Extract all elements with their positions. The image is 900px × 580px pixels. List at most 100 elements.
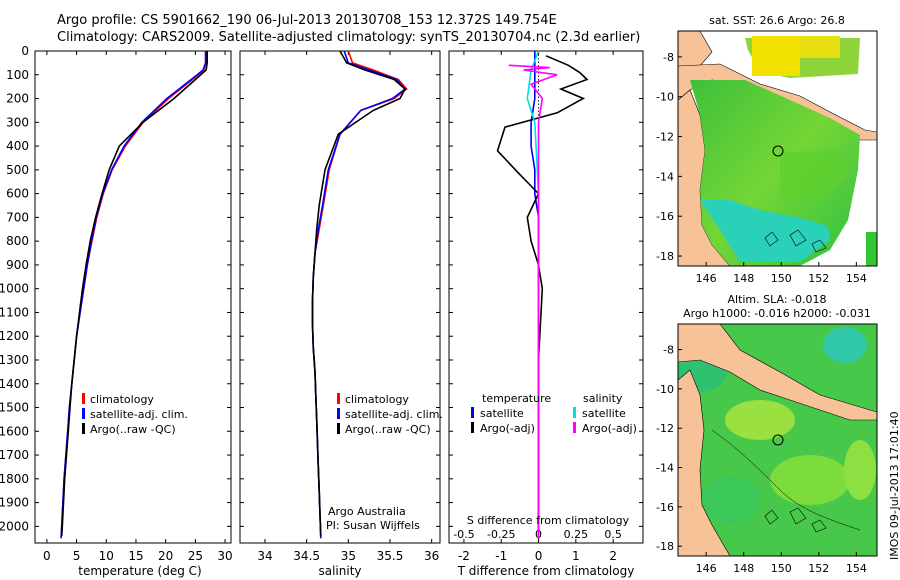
temperature-panel: 0100200300400500600700800900100011001200… [0,44,233,578]
series-line-argo-raw-qc [311,51,407,536]
y-tick-label: 1900 [0,496,29,510]
legend-argo-swatch [337,423,340,434]
series-line-climatology [311,51,408,539]
legend-satellite-label: satellite-adj. clim. [90,408,188,421]
argo-float-marker [772,145,784,157]
x-tick-label: 5 [73,549,81,563]
series-line-satellite-adj-clim [60,51,207,539]
map-y-tick-label: -14 [656,462,674,475]
map-y-tick-label: -16 [656,210,674,223]
legend-s-satellite-swatch [573,407,576,418]
legend-t-argo-label: Argo(-adj) [480,422,535,435]
salinity-panel: 34 34.5 35 35.5 36 salinity climatology sate… [239,50,443,578]
map-y-tick-label: -14 [656,170,674,183]
y-tick-label: 1300 [0,353,29,367]
y-tick-label: 1400 [0,377,29,391]
map-x-tick-label: 146 [696,562,717,575]
map-y-tick-label: -8 [663,344,674,357]
imos-timestamp: IMOS 09-Jul-2013 17:01:40 [888,411,900,560]
legend-argo-label: Argo(..raw -QC) [90,423,176,436]
sla-map: Altim. SLA: -0.018 Argo h1000: -0.016 h2… [656,293,878,575]
map-x-tick-label: 150 [771,272,792,285]
legend-satellite-swatch [82,408,85,419]
map-x-tick-label: 154 [846,562,867,575]
legend-t-satellite-label: satellite [480,407,524,420]
sst-map-title: sat. SST: 26.6 Argo: 26.8 [709,14,845,27]
difference-legend: temperature satellite Argo(-adj) salinit… [471,392,637,435]
map-x-tick-label: 146 [696,272,717,285]
map-x-tick-label: 154 [846,272,867,285]
y-tick-label: 400 [6,139,29,153]
s-tick-label: -0.25 [487,528,515,541]
x-tick-label: 0 [43,549,51,563]
legend-satellite-label: satellite-adj. clim. [345,408,443,421]
x-tick-label: 20 [158,549,173,563]
legend-climatology-label: climatology [90,393,154,406]
x-tick-label: 34 [257,549,272,563]
y-tick-label: 800 [6,234,29,248]
x-tick-label: 35 [341,549,356,563]
legend-argo-label: Argo(..raw -QC) [345,423,431,436]
argo-float-marker [772,434,784,446]
legend-s-argo-swatch [573,422,576,433]
y-tick-label: 1100 [0,305,29,319]
map-y-tick-label: -12 [656,131,674,144]
s-tick-label: -0.5 [453,528,474,541]
legend-satellite-swatch [337,408,340,419]
title-line-2: Climatology: CARS2009. Satellite-adjuste… [57,30,641,45]
x-tick-label: 10 [99,549,114,563]
legend-climatology-swatch [337,393,340,404]
y-tick-label: 1600 [0,424,29,438]
s-tick-label: 0.5 [604,528,622,541]
legend-temperature-title: temperature [482,392,551,405]
y-tick-label: 700 [6,210,29,224]
pi-label: PI: Susan Wijffels [326,519,420,532]
x-tick-label: 34.5 [293,549,320,563]
sla-map-subtitle: Argo h1000: -0.016 h2000: -0.031 [683,307,871,320]
map-x-tick-label: 148 [733,272,754,285]
map-x-tick-label: 152 [808,562,829,575]
legend-salinity-title: salinity [583,392,623,405]
y-tick-label: 100 [6,68,29,82]
s-difference-xlabel: S difference from climatology [467,514,630,527]
y-tick-label: 200 [6,92,29,106]
series-line-salinity-satellite [526,51,540,539]
map-y-tick-label: -12 [656,422,674,435]
temperature-legend: climatology satellite-adj. clim. Argo(..… [82,393,188,436]
y-tick-label: 600 [6,187,29,201]
legend-s-satellite-label: satellite [582,407,626,420]
map-y-tick-label: -8 [663,51,674,64]
map-y-tick-label: -10 [656,383,674,396]
map-y-tick-label: -10 [656,91,674,104]
legend-t-satellite-swatch [471,407,474,418]
temperature-xlabel: temperature (deg C) [78,564,201,578]
title-line-1: Argo profile: CS 5901662_190 06-Jul-2013… [57,13,557,28]
y-tick-label: 1800 [0,472,29,486]
map-y-tick-label: -18 [656,250,674,263]
y-tick-label: 1000 [0,282,29,296]
x-tick-label: 25 [188,549,203,563]
s-tick-label: 0.25 [564,528,589,541]
institution-label: Argo Australia [328,505,406,518]
salinity-xlabel: salinity [318,564,361,578]
difference-panel: -2 -1 0 1 2 -0.5 -0.25 0 0.25 0.5 T difference f… [448,50,644,578]
legend-argo-swatch [82,423,85,434]
sla-map-title: Altim. SLA: -0.018 [727,293,826,306]
x-tick-label: 2 [609,549,617,563]
y-tick-label: 1500 [0,401,29,415]
x-tick-label: 0 [535,549,543,563]
series-line-satellite-adj-clim [311,51,407,539]
y-tick-label: 2000 [0,519,29,533]
legend-climatology-swatch [82,393,85,404]
x-tick-label: 15 [128,549,143,563]
x-tick-label: -1 [495,549,507,563]
series-line-salinity-argo-adj [508,64,558,539]
legend-t-argo-swatch [471,422,474,433]
series-line-argo-raw-qc [60,51,208,536]
x-tick-label: -2 [458,549,470,563]
y-tick-label: 1700 [0,448,29,462]
map-y-tick-label: -18 [656,540,674,553]
t-difference-xlabel: T difference from climatology [457,564,635,578]
x-tick-label: 30 [217,549,232,563]
